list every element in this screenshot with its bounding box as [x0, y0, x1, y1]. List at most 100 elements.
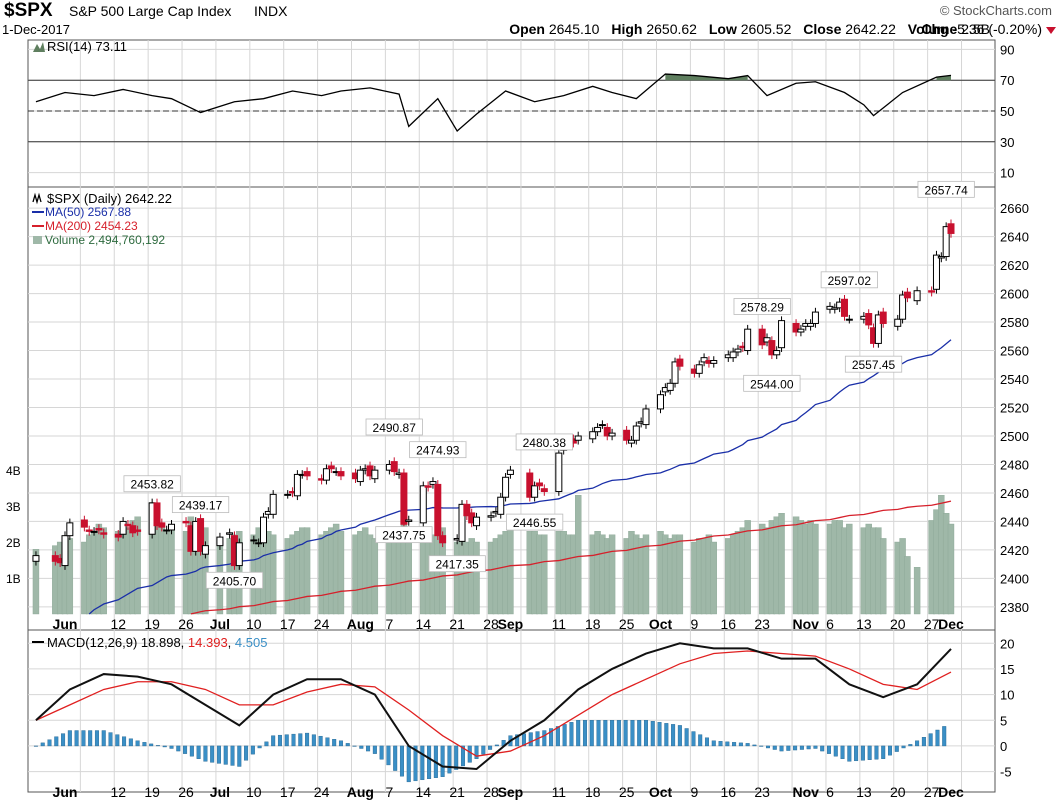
- candle-body: [114, 533, 122, 538]
- x-tick-label-bottom: 24: [314, 784, 330, 800]
- volume-bar: [337, 531, 345, 615]
- price-annotation: 2453.82: [130, 478, 174, 492]
- candle-body: [535, 482, 543, 487]
- x-tick-label-bottom: 6: [826, 784, 834, 800]
- candle-body: [434, 483, 442, 537]
- macd-histogram-bar: [54, 736, 59, 747]
- macd-histogram-bar: [277, 734, 282, 747]
- x-tick-label: 21: [449, 616, 465, 632]
- x-tick-label-bottom: 7: [385, 784, 393, 800]
- macd-histogram-bar: [860, 745, 865, 761]
- macd-histogram-bar: [413, 745, 418, 782]
- macd-histogram-bar: [867, 745, 872, 760]
- macd-histogram-bar: [155, 745, 160, 747]
- rsi-tick-label: 70: [1000, 73, 1014, 88]
- macd-histogram-bar: [826, 745, 831, 754]
- macd-tick-label: 15: [1000, 662, 1014, 677]
- macd-histogram-bar: [942, 726, 947, 747]
- volume-legend-swatch: [33, 236, 42, 244]
- price-annotation-box: [375, 526, 433, 544]
- macd-histogram-bar: [589, 720, 594, 747]
- price-annotation-box: [171, 496, 230, 514]
- rsi-line: [35, 73, 952, 133]
- macd-histogram-bar: [603, 720, 608, 747]
- x-tick-label-bottom: 28: [483, 784, 499, 800]
- candle-body: [811, 311, 819, 324]
- candle-body: [119, 520, 127, 535]
- candle-body: [642, 408, 650, 426]
- macd-histogram-bar: [637, 720, 642, 747]
- ma50-legend: MA(50) 2567.88: [45, 205, 131, 219]
- volume-bar: [32, 549, 40, 615]
- x-tick-label-bottom: Sep: [498, 784, 524, 800]
- candle-body: [874, 314, 882, 344]
- change-readout: Chg -5.36 (-0.20%): [921, 21, 1056, 37]
- price-tick-label: 2600: [1000, 287, 1029, 302]
- macd-legend-value: MACD(12,26,9) 18.898,: [47, 635, 188, 650]
- candle-body: [865, 313, 873, 326]
- macd-histogram-bar: [393, 745, 398, 771]
- macd-histogram-bar: [311, 734, 316, 747]
- volume-bar: [507, 527, 514, 615]
- rsi-tick-label: 90: [1000, 42, 1014, 57]
- source-text: StockCharts.com: [953, 3, 1052, 18]
- candle-body: [608, 432, 616, 437]
- macd-histogram-bar: [81, 730, 86, 747]
- macd-histogram-bar: [189, 745, 194, 757]
- macd-histogram-bar: [596, 720, 601, 747]
- candle-body: [903, 291, 911, 299]
- x-tick-label: 28: [483, 616, 499, 632]
- x-tick-label-bottom: Jul: [210, 784, 230, 800]
- macd-histogram-bar: [765, 745, 770, 749]
- candle-body: [250, 539, 258, 542]
- volume-tick-label: 3B: [6, 500, 21, 514]
- x-tick-label-bottom: Oct: [649, 784, 673, 800]
- rsi-legend-icon: [33, 42, 45, 52]
- macd-histogram-bar: [40, 742, 45, 747]
- x-tick-label: Aug: [347, 616, 374, 632]
- macd-histogram-bar: [162, 745, 167, 748]
- candle-body: [371, 469, 379, 480]
- rsi-tick-label: 10: [1000, 166, 1014, 181]
- macd-histogram-bar: [908, 744, 913, 747]
- x-tick-label: 24: [314, 616, 330, 632]
- candle-body: [390, 461, 398, 473]
- candle-body: [226, 532, 234, 535]
- candle-body: [531, 485, 539, 498]
- candle-body: [729, 351, 737, 359]
- candle-body: [260, 516, 268, 544]
- volume-tick-label: 1B: [6, 572, 21, 586]
- price-annotation: 2657.74: [924, 183, 968, 197]
- volume-bar: [202, 527, 209, 615]
- volume-bar: [269, 534, 277, 615]
- rsi-title: RSI(14) 73.11: [47, 39, 127, 54]
- x-tick-label-bottom: 19: [144, 784, 160, 800]
- low-value: 2605.52: [740, 21, 792, 37]
- price-tick-label: 2620: [1000, 258, 1029, 273]
- candle-body: [598, 424, 606, 427]
- candle-body: [526, 472, 534, 498]
- x-tick-label-bottom: 27: [924, 784, 940, 800]
- price-annotation: 2544.00: [750, 377, 794, 391]
- price-annotation-box: [365, 418, 423, 436]
- volume-bar: [134, 516, 141, 615]
- candle-body: [928, 290, 936, 293]
- macd-histogram-bar: [427, 745, 432, 779]
- volume-bar: [608, 534, 616, 615]
- macd-tick-label: -5: [1000, 765, 1012, 780]
- macd-histogram-bar: [772, 745, 777, 750]
- x-tick-label: Sep: [498, 616, 524, 632]
- price-tick-label: 2660: [1000, 201, 1029, 216]
- macd-histogram-bar: [806, 745, 811, 750]
- candle-body: [439, 535, 447, 544]
- candle-body: [695, 364, 703, 374]
- macd-histogram-bar: [799, 745, 804, 750]
- volume-legend: Volume 2,494,760,192: [45, 233, 165, 247]
- x-tick-label-bottom: Dec: [938, 784, 964, 800]
- macd-histogram-bar: [671, 724, 676, 747]
- price-annotation: 2437.75: [382, 529, 426, 543]
- macd-histogram-bar: [664, 723, 669, 747]
- security-name: S&P 500 Large Cap Index: [69, 3, 232, 19]
- candle-body: [913, 290, 921, 302]
- candle-body: [942, 226, 950, 258]
